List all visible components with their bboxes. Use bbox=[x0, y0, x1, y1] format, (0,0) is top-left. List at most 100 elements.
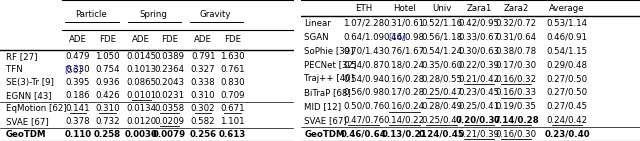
Text: EGNN [43]: EGNN [43] bbox=[6, 91, 52, 100]
Text: ADE: ADE bbox=[132, 35, 150, 44]
Text: 0.16/0.30: 0.16/0.30 bbox=[495, 130, 537, 139]
Text: 0.110: 0.110 bbox=[65, 130, 92, 139]
Text: 0.13/0.21: 0.13/0.21 bbox=[381, 130, 427, 139]
Text: 0.30/0.63: 0.30/0.63 bbox=[458, 46, 499, 55]
Text: 0.56/1.18: 0.56/1.18 bbox=[421, 33, 462, 41]
Text: 0.54/0.87: 0.54/0.87 bbox=[343, 60, 384, 69]
Text: Traj++ [40]: Traj++ [40] bbox=[304, 74, 355, 83]
Text: 0.31/0.64: 0.31/0.64 bbox=[495, 33, 537, 41]
Text: 0.258: 0.258 bbox=[94, 130, 121, 139]
Text: 1.07/2.28: 1.07/2.28 bbox=[343, 19, 384, 28]
Text: 0.761: 0.761 bbox=[220, 65, 245, 74]
Text: 0.18/0.24: 0.18/0.24 bbox=[384, 60, 425, 69]
Text: FDE: FDE bbox=[99, 35, 116, 44]
Text: 0.64/1.09: 0.64/1.09 bbox=[343, 33, 384, 41]
Text: BiTraP [68]: BiTraP [68] bbox=[304, 88, 351, 97]
Text: 0.70/1.43: 0.70/1.43 bbox=[343, 46, 384, 55]
Text: MID [12]: MID [12] bbox=[304, 102, 341, 111]
Text: 0.42/0.95: 0.42/0.95 bbox=[458, 19, 499, 28]
Text: Linear: Linear bbox=[304, 19, 331, 28]
Text: 0.27/0.50: 0.27/0.50 bbox=[547, 74, 588, 83]
Text: 0.56/0.98: 0.56/0.98 bbox=[343, 88, 384, 97]
Text: 0.20/0.37: 0.20/0.37 bbox=[456, 116, 502, 125]
Text: PECNet [32]: PECNet [32] bbox=[304, 60, 356, 69]
Text: 0.14/0.22: 0.14/0.22 bbox=[384, 116, 425, 125]
Text: TFN: TFN bbox=[6, 65, 26, 74]
Text: 0.330: 0.330 bbox=[66, 65, 90, 74]
Text: Gravity: Gravity bbox=[199, 10, 230, 19]
Text: 1.630: 1.630 bbox=[220, 52, 245, 61]
Text: 0.54/1.24: 0.54/1.24 bbox=[421, 46, 462, 55]
Text: SVAE [67]: SVAE [67] bbox=[304, 116, 347, 125]
Text: [56]: [56] bbox=[64, 65, 82, 74]
Text: 0.16/0.32: 0.16/0.32 bbox=[495, 74, 537, 83]
Text: 0.709: 0.709 bbox=[220, 91, 245, 100]
Text: 0.16/0.24: 0.16/0.24 bbox=[384, 102, 425, 111]
Text: 0.310: 0.310 bbox=[95, 104, 120, 113]
Text: 0.186: 0.186 bbox=[66, 91, 90, 100]
Text: 0.14/0.28: 0.14/0.28 bbox=[493, 116, 539, 125]
Text: RF [27]: RF [27] bbox=[6, 52, 37, 61]
Text: 0.0231: 0.0231 bbox=[154, 91, 184, 100]
Text: ADE: ADE bbox=[69, 35, 87, 44]
Text: 0.2043: 0.2043 bbox=[154, 78, 184, 87]
Text: 0.141: 0.141 bbox=[66, 104, 90, 113]
Text: 0.24/0.45: 0.24/0.45 bbox=[419, 130, 465, 139]
Text: 0.23/0.40: 0.23/0.40 bbox=[544, 130, 590, 139]
Text: 0.479: 0.479 bbox=[66, 52, 90, 61]
Text: 0.582: 0.582 bbox=[191, 117, 216, 126]
Text: 0.23/0.45: 0.23/0.45 bbox=[458, 88, 499, 97]
Text: 0.54/1.15: 0.54/1.15 bbox=[547, 46, 588, 55]
Text: 0.27/0.45: 0.27/0.45 bbox=[547, 102, 588, 111]
Text: 0.16/0.28: 0.16/0.28 bbox=[384, 74, 425, 83]
Text: 0.28/0.49: 0.28/0.49 bbox=[421, 102, 462, 111]
Text: 0.25/0.41: 0.25/0.41 bbox=[458, 102, 499, 111]
Text: Univ: Univ bbox=[432, 4, 451, 13]
Text: 0.38/0.78: 0.38/0.78 bbox=[495, 46, 537, 55]
Text: 0.732: 0.732 bbox=[95, 117, 120, 126]
Text: 1.050: 1.050 bbox=[95, 52, 120, 61]
Text: 0.0145: 0.0145 bbox=[126, 52, 156, 61]
Text: 0.22/0.39: 0.22/0.39 bbox=[458, 60, 499, 69]
Text: 0.338: 0.338 bbox=[191, 78, 216, 87]
Text: 0.35/0.60: 0.35/0.60 bbox=[421, 60, 462, 69]
Text: 0.1013: 0.1013 bbox=[126, 65, 156, 74]
Text: Zara2: Zara2 bbox=[504, 4, 529, 13]
Text: 0.791: 0.791 bbox=[191, 52, 216, 61]
Text: 0.613: 0.613 bbox=[219, 130, 246, 139]
Text: 0.21/0.42: 0.21/0.42 bbox=[458, 74, 499, 83]
Text: 0.0358: 0.0358 bbox=[154, 104, 184, 113]
Text: 0.21/0.39: 0.21/0.39 bbox=[458, 130, 499, 139]
Text: 0.46/0.91: 0.46/0.91 bbox=[547, 33, 588, 41]
Text: 0.0389: 0.0389 bbox=[154, 52, 184, 61]
Text: FDE: FDE bbox=[161, 35, 178, 44]
Text: 0.0865: 0.0865 bbox=[126, 78, 156, 87]
Text: 0.2364: 0.2364 bbox=[154, 65, 184, 74]
Text: 0.50/0.76: 0.50/0.76 bbox=[343, 102, 384, 111]
Text: 0.0120: 0.0120 bbox=[126, 117, 156, 126]
Text: GeoTDM: GeoTDM bbox=[304, 130, 345, 139]
Text: 0.31/0.61: 0.31/0.61 bbox=[384, 19, 425, 28]
Text: 0.256: 0.256 bbox=[189, 130, 217, 139]
Text: 0.32/0.72: 0.32/0.72 bbox=[495, 19, 537, 28]
Text: [14]: [14] bbox=[388, 33, 406, 41]
Text: 0.16/0.33: 0.16/0.33 bbox=[495, 88, 537, 97]
Text: 0.46/0.64: 0.46/0.64 bbox=[340, 130, 387, 139]
Text: 0.0134: 0.0134 bbox=[126, 104, 156, 113]
Text: 0.24/0.42: 0.24/0.42 bbox=[547, 116, 588, 125]
Text: 0.310: 0.310 bbox=[191, 91, 216, 100]
Text: Hotel: Hotel bbox=[393, 4, 416, 13]
Text: 0.754: 0.754 bbox=[95, 65, 120, 74]
Text: Zara1: Zara1 bbox=[466, 4, 492, 13]
Text: SVAE [67]: SVAE [67] bbox=[6, 117, 49, 126]
Text: 0.327: 0.327 bbox=[191, 65, 216, 74]
Text: SoPhie [39]: SoPhie [39] bbox=[304, 46, 354, 55]
Text: 0.46/0.98: 0.46/0.98 bbox=[384, 33, 425, 41]
Text: 0.426: 0.426 bbox=[95, 91, 120, 100]
Text: 0.53/1.14: 0.53/1.14 bbox=[547, 19, 588, 28]
Text: 0.52/1.16: 0.52/1.16 bbox=[421, 19, 462, 28]
Text: 0.27/0.50: 0.27/0.50 bbox=[547, 88, 588, 97]
Text: 0.17/0.28: 0.17/0.28 bbox=[384, 88, 425, 97]
Text: 0.28/0.55: 0.28/0.55 bbox=[421, 74, 462, 83]
Text: EqMotion [62]: EqMotion [62] bbox=[6, 104, 67, 113]
